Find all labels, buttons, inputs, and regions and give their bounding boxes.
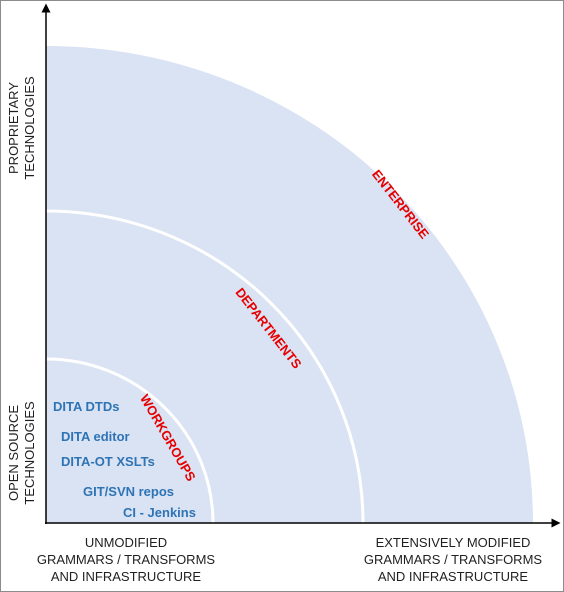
tech-git-svn-repos: GIT/SVN repos [83,484,174,499]
tech-ci-jenkins: CI - Jenkins [123,505,196,520]
enterprise-region [46,46,533,523]
departments-ring-line [45,209,365,524]
x-axis-right-label-3: AND INFRASTRUCTURE [378,569,529,584]
y-axis-top-label-1: PROPRIETARY [6,82,21,174]
x-axis-right-label-1: EXTENSIVELY MODIFIED [376,535,531,550]
workgroups-ring-line [45,357,215,524]
tech-dita-editor: DITA editor [61,429,130,444]
y-axis-bottom-label-2: TECHNOLOGIES [22,401,37,505]
y-axis-bottom-label-1: OPEN SOURCE [6,405,21,501]
x-axis-left-label-3: AND INFRASTRUCTURE [51,569,202,584]
x-axis-left-label-1: UNMODIFIED [85,535,167,550]
x-axis-left-label-2: GRAMMARS / TRANSFORMS [37,552,215,567]
tech-dita-dtds: DITA DTDs [53,399,119,414]
x-axis-right-label-2: GRAMMARS / TRANSFORMS [364,552,542,567]
tech-dita-ot-xslts: DITA-OT XSLTs [61,454,155,469]
y-axis-top-label-2: TECHNOLOGIES [22,76,37,180]
